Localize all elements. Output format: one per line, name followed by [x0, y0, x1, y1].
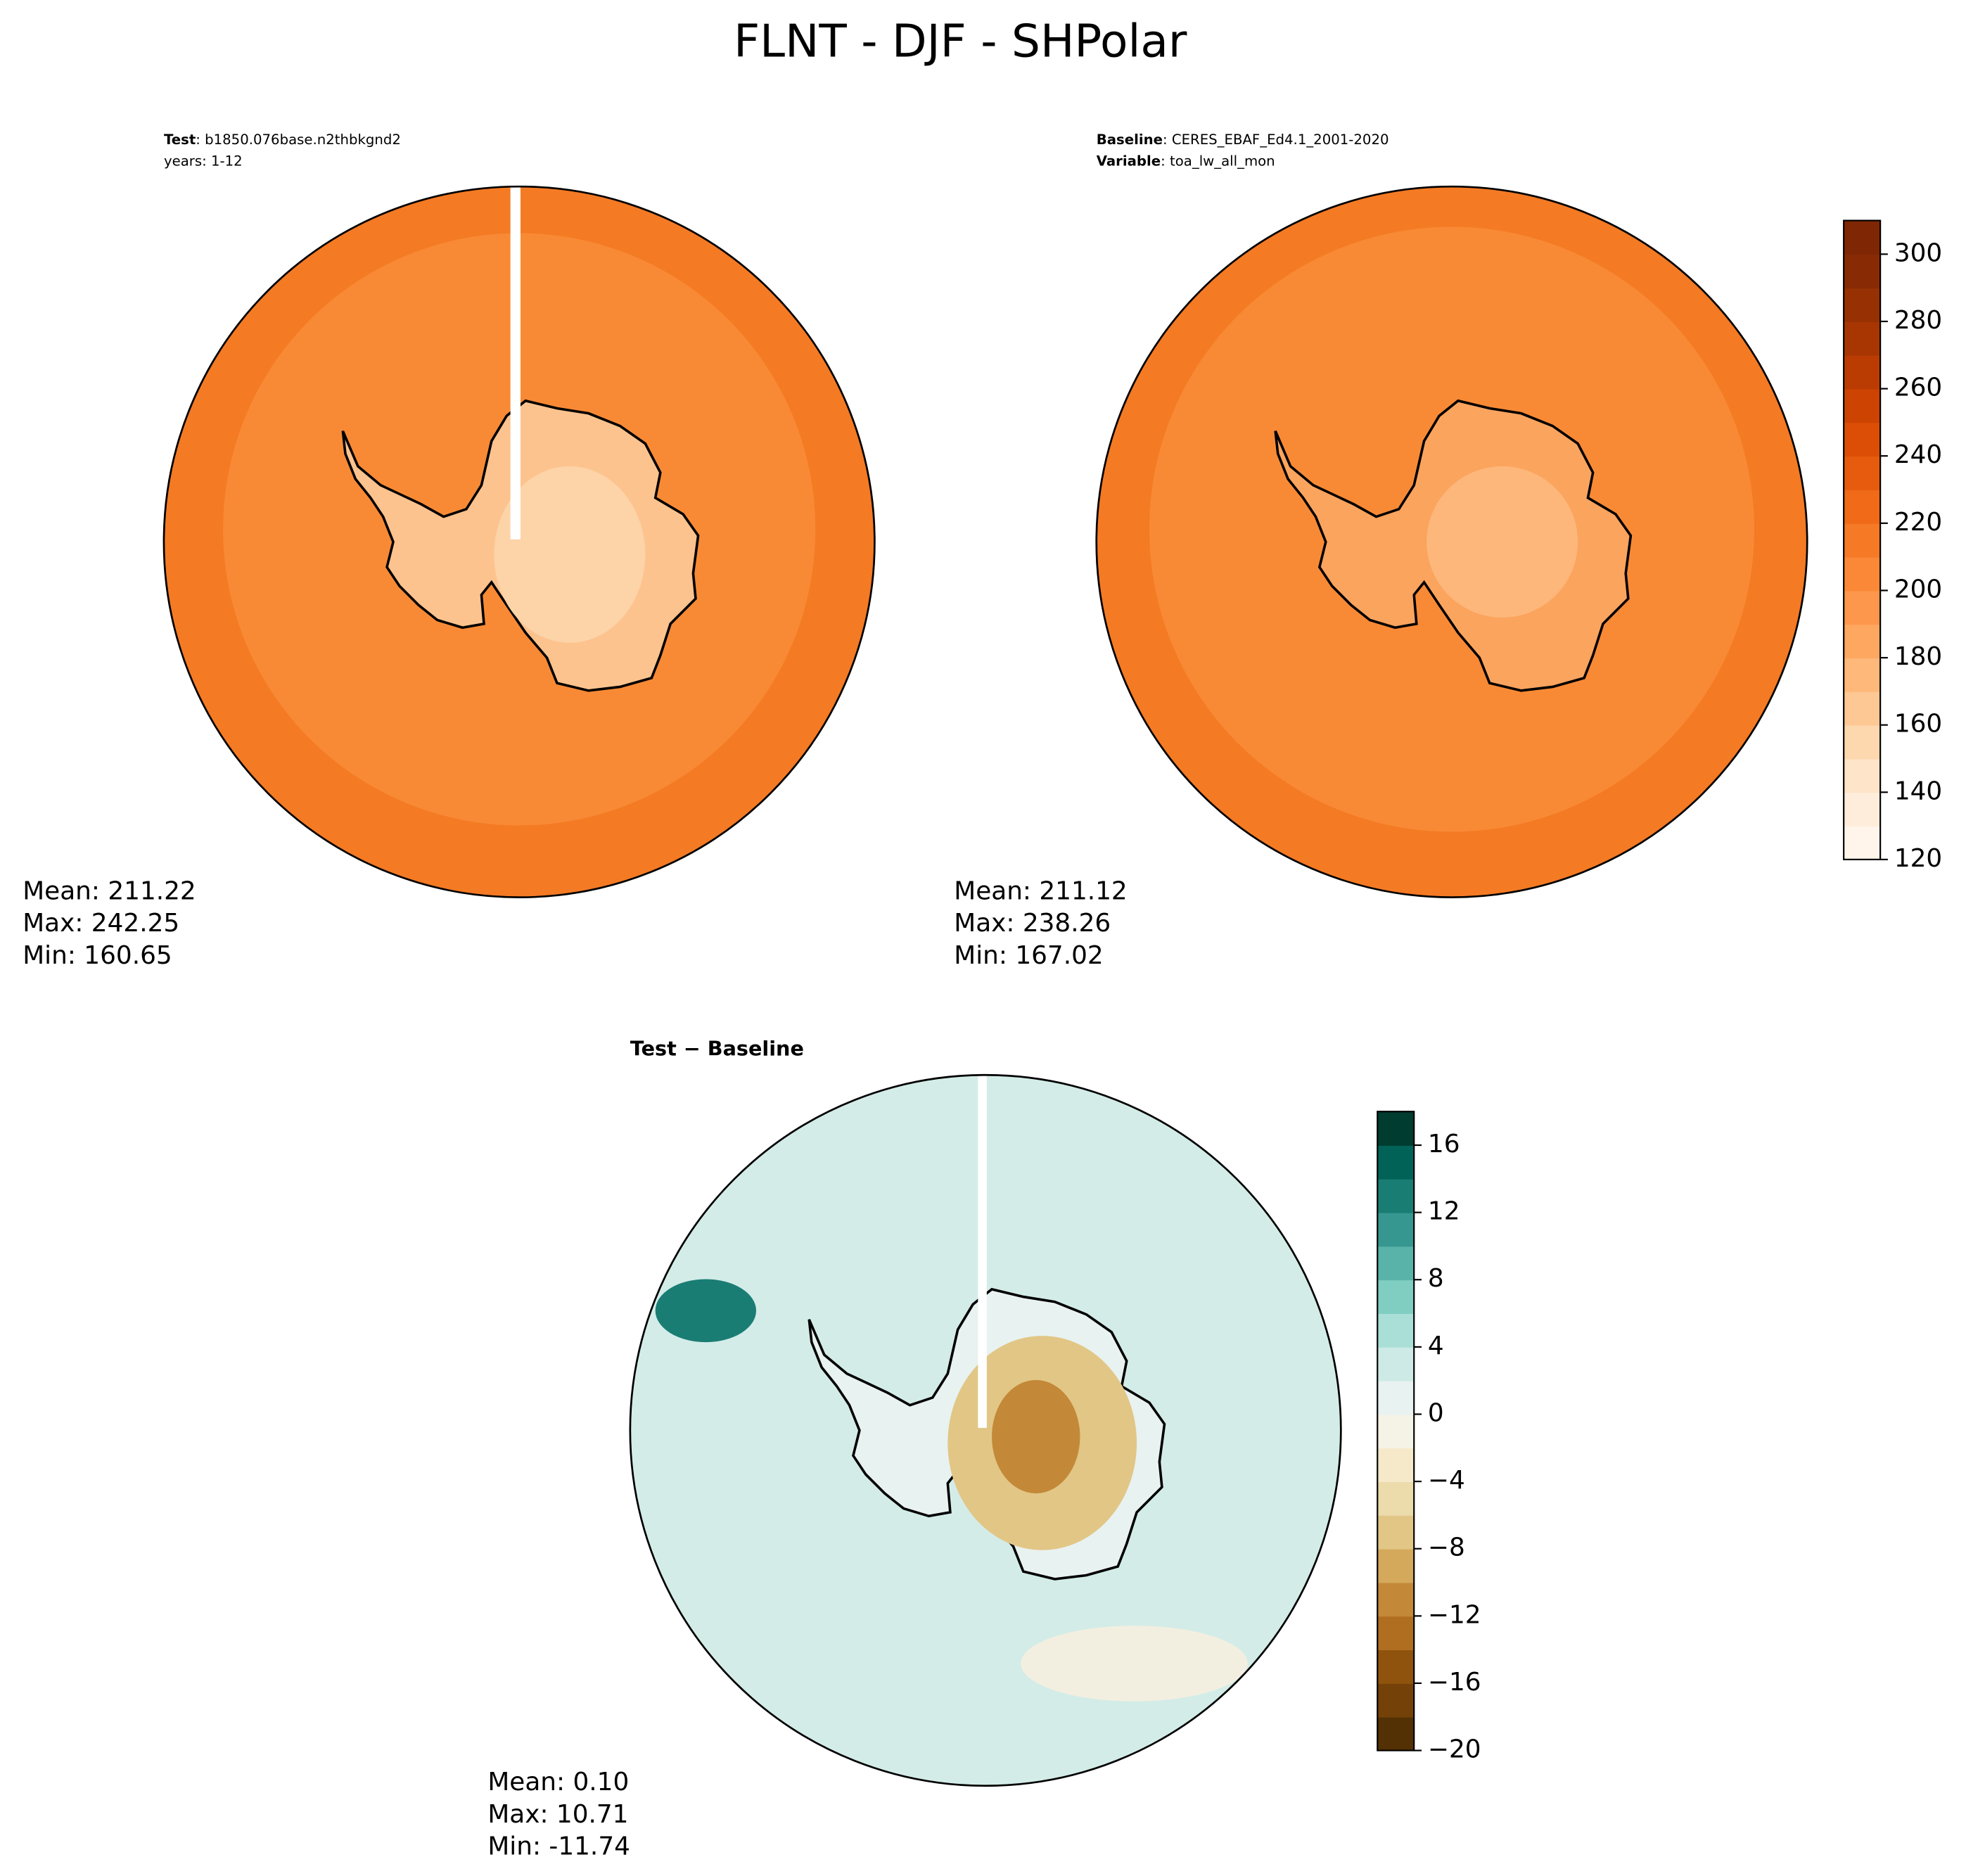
colorbar-band [1844, 456, 1881, 490]
colorbar-band [1377, 1111, 1415, 1146]
colorbar-band [1844, 388, 1881, 423]
colorbar-tick-label: −20 [1428, 1735, 1481, 1764]
colorbar-tick-label: 180 [1894, 642, 1942, 671]
colorbar-band [1844, 624, 1881, 658]
panel-header: Baseline: CERES_EBAF_Ed4.1_2001-2020 [1097, 131, 1389, 147]
colorbar-tick-label: 300 [1894, 238, 1942, 267]
colorbar-tick-label: 280 [1894, 306, 1942, 335]
colorbar-band [1377, 1380, 1415, 1415]
stat-text: Mean: 0.10 [487, 1768, 629, 1797]
colorbar-tick-label: 120 [1894, 844, 1942, 873]
colorbar-tick-label: 260 [1894, 374, 1942, 402]
colorbar-band [1844, 321, 1881, 356]
colorbar-band [1377, 1548, 1415, 1583]
map-border [162, 185, 876, 898]
colorbar-band [1844, 254, 1881, 289]
colorbar-band [1377, 1178, 1415, 1213]
colorbar-band [1377, 1448, 1415, 1482]
header-value: years: 1-12 [164, 153, 243, 169]
colorbar-band [1377, 1582, 1415, 1617]
antarctica [1274, 399, 1633, 692]
header-value: : b1850.076base.n2thbkgnd2 [196, 131, 401, 147]
panel-header: years: 1-12 [164, 153, 243, 169]
figure-title: FLNT - DJF - SHPolar [734, 15, 1187, 68]
missing-strip [978, 1075, 987, 1428]
header-key: Test − Baseline [630, 1036, 804, 1060]
colorbar-tick-label: 8 [1428, 1264, 1444, 1293]
colorbar-tick-label: 0 [1428, 1398, 1444, 1427]
colorbar-band [1844, 288, 1881, 322]
colorbar-tick-label: −12 [1428, 1600, 1481, 1629]
colorbar-band [1844, 658, 1881, 692]
colorbar-band [1844, 826, 1881, 860]
colorbar-tick-label: 12 [1428, 1197, 1460, 1226]
colorbar-tick-label: −16 [1428, 1668, 1481, 1697]
colorbar-band [1844, 590, 1881, 625]
colorbar-band [1377, 1313, 1415, 1348]
colorbar-band [1377, 1145, 1415, 1180]
colorbar-band [1844, 725, 1881, 760]
colorbar-band [1377, 1280, 1415, 1314]
colorbar-tick-label: 16 [1428, 1130, 1460, 1159]
colorbar-band [1377, 1650, 1415, 1684]
colorbar-band [1377, 1212, 1415, 1247]
map-border [629, 1073, 1342, 1787]
colorbar-band [1844, 489, 1881, 524]
stat-text: Max: 238.26 [954, 909, 1111, 938]
panel-header: Variable: toa_lw_all_mon [1097, 153, 1275, 169]
colorbar-band [1377, 1481, 1415, 1516]
colorbar-tick-label: 240 [1894, 440, 1942, 469]
colorbar-band [1377, 1246, 1415, 1281]
colorbar-band [1844, 220, 1881, 255]
stat-text: Max: 242.25 [23, 909, 179, 938]
map-panel [1095, 185, 1808, 898]
header-value: : CERES_EBAF_Ed4.1_2001-2020 [1163, 131, 1389, 147]
colorbar-band [1377, 1683, 1415, 1718]
colorbar-band [1844, 758, 1881, 793]
colorbar-band [1844, 691, 1881, 726]
stat-text: Mean: 211.12 [954, 876, 1127, 905]
colorbar-band [1844, 422, 1881, 457]
missing-strip [510, 186, 521, 540]
header-value: : toa_lw_all_mon [1161, 153, 1275, 169]
panel-header: Test − Baseline [630, 1036, 804, 1060]
colorbar-tick-label: −8 [1428, 1533, 1465, 1562]
antarctica [808, 1288, 1166, 1581]
colorbar-tick-label: 200 [1894, 575, 1942, 604]
colorbar-tick-label: −4 [1428, 1466, 1465, 1495]
map-panel [629, 1073, 1342, 1787]
header-key: Variable [1097, 153, 1161, 169]
colorbar-band [1844, 355, 1881, 390]
colorbar-band [1844, 556, 1881, 592]
colorbar-tick-label: 220 [1894, 508, 1942, 537]
colorbar-tick-label: 160 [1894, 710, 1942, 739]
anomaly-patch [1021, 1626, 1248, 1702]
stat-text: Max: 10.71 [487, 1800, 628, 1829]
colorbar-band [1377, 1346, 1415, 1382]
colorbar-band [1377, 1616, 1415, 1651]
colorbar-frame [1377, 1111, 1415, 1751]
antarctica [341, 399, 700, 692]
colorbar-band [1377, 1514, 1415, 1550]
colorbar-frame [1843, 219, 1882, 860]
colorbar-band [1844, 523, 1881, 558]
panel-header: Test: b1850.076base.n2thbkgnd2 [164, 131, 401, 147]
colorbar-band [1844, 792, 1881, 827]
header-key: Test [164, 131, 196, 147]
colorbar-band [1377, 1414, 1415, 1449]
colorbar-band [1377, 1716, 1415, 1751]
colorbar-tick-label: 4 [1428, 1332, 1444, 1360]
stat-text: Min: -11.74 [487, 1832, 630, 1861]
anomaly-patch [655, 1279, 757, 1343]
map-panel [162, 185, 876, 898]
header-key: Baseline [1097, 131, 1163, 147]
stat-text: Min: 167.02 [954, 941, 1103, 970]
map-border [1095, 185, 1808, 898]
stat-text: Mean: 211.22 [23, 876, 196, 905]
colorbar-tick-label: 140 [1894, 777, 1942, 805]
stat-text: Min: 160.65 [23, 941, 172, 970]
